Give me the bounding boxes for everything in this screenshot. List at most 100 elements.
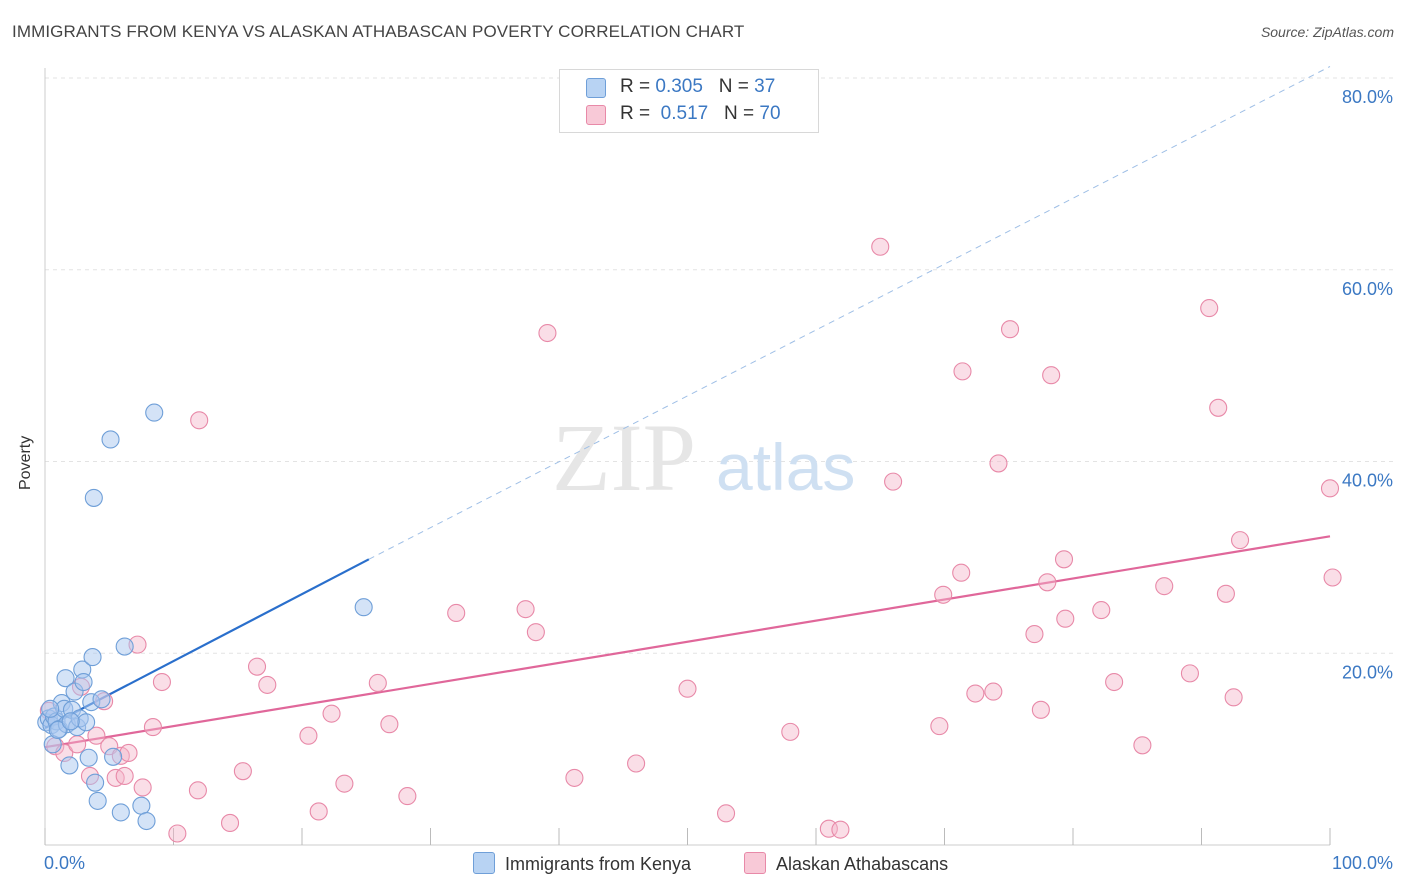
data-point-athabascan: [930, 717, 949, 736]
bottom-legend-swatch-pink: [744, 852, 766, 874]
data-point-athabascan: [190, 411, 209, 430]
data-point-athabascan: [152, 672, 171, 692]
data-point-athabascan: [1200, 299, 1219, 318]
data-point-athabascan: [1025, 625, 1044, 644]
data-point-kenya: [111, 803, 130, 822]
legend-n-value: 37: [754, 76, 776, 97]
data-point-athabascan: [678, 679, 697, 698]
legend-r-label: R =: [620, 103, 656, 124]
legend: R = 0.305 N = 37 R = 0.517 N = 70: [559, 69, 819, 133]
y-tick-label: 40.0%: [1342, 471, 1393, 491]
data-point-athabascan: [368, 673, 387, 693]
y-tick-label: 60.0%: [1342, 279, 1393, 299]
legend-n-label: N =: [718, 76, 755, 97]
data-point-athabascan: [1320, 479, 1340, 498]
bottom-legend-athabascan: Alaskan Athabascans: [744, 852, 948, 876]
data-point-athabascan: [87, 726, 106, 745]
data-point-kenya: [132, 796, 151, 815]
data-point-athabascan: [168, 824, 187, 843]
y-axis-title: Poverty: [17, 435, 34, 490]
data-point-athabascan: [966, 684, 985, 703]
data-point-athabascan: [1231, 531, 1250, 550]
data-point-athabascan: [953, 362, 972, 381]
data-point-athabascan: [299, 726, 318, 745]
data-point-kenya: [61, 712, 80, 731]
data-point-kenya: [101, 430, 120, 449]
gridlines: [45, 77, 1393, 654]
data-point-athabascan: [1042, 366, 1061, 385]
data-point-athabascan: [538, 323, 557, 343]
bottom-legend-kenya: Immigrants from Kenya: [473, 852, 691, 876]
data-points: [37, 237, 1342, 843]
legend-r-label: R =: [620, 76, 656, 97]
data-point-kenya: [48, 720, 67, 740]
y-tick-label: 20.0%: [1342, 662, 1393, 682]
data-point-athabascan: [188, 781, 207, 800]
legend-swatch-pink: [586, 105, 606, 125]
watermark-zip: ZIP: [552, 404, 696, 511]
data-point-athabascan: [871, 237, 890, 256]
data-point-athabascan: [220, 813, 240, 832]
data-point-athabascan: [1133, 736, 1152, 755]
bottom-legend-label: Immigrants from Kenya: [505, 854, 692, 874]
chart-source: Source: ZipAtlas.com: [1260, 24, 1394, 40]
bottom-legend-swatch-blue: [473, 852, 495, 874]
y-tick-label: 80.0%: [1342, 87, 1393, 107]
data-point-athabascan: [322, 704, 341, 723]
x-tick-label: 100.0%: [1332, 853, 1393, 873]
data-point-kenya: [88, 791, 107, 810]
data-point-athabascan: [1323, 568, 1342, 587]
data-point-kenya: [104, 747, 123, 766]
data-point-athabascan: [989, 454, 1008, 473]
data-point-athabascan: [934, 585, 953, 604]
data-point-athabascan: [1216, 584, 1235, 603]
legend-r-value: 0.305: [655, 76, 703, 97]
data-point-athabascan: [1054, 550, 1074, 569]
data-point-athabascan: [1224, 688, 1243, 707]
data-point-athabascan: [1000, 320, 1020, 339]
data-point-athabascan: [380, 715, 399, 734]
legend-swatch-blue: [586, 78, 606, 98]
data-point-athabascan: [247, 657, 267, 676]
chart-title: IMMIGRANTS FROM KENYA VS ALASKAN ATHABAS…: [12, 22, 745, 41]
legend-n-label: N =: [724, 103, 760, 124]
data-point-athabascan: [831, 820, 850, 839]
data-point-athabascan: [565, 768, 584, 787]
data-point-athabascan: [516, 600, 535, 619]
data-point-athabascan: [1180, 664, 1199, 683]
data-point-athabascan: [952, 563, 971, 582]
data-point-kenya: [354, 598, 373, 617]
data-point-athabascan: [984, 682, 1003, 701]
data-point-kenya: [92, 690, 111, 709]
data-point-kenya: [41, 699, 60, 718]
data-point-athabascan: [143, 718, 162, 737]
data-point-athabascan: [526, 623, 545, 642]
data-point-athabascan: [884, 472, 903, 491]
data-point-athabascan: [716, 804, 736, 823]
data-point-athabascan: [115, 766, 134, 786]
data-point-athabascan: [1031, 700, 1050, 719]
x-tick-label: 0.0%: [44, 853, 85, 873]
data-point-athabascan: [233, 762, 252, 781]
watermark: ZIP atlas: [552, 404, 855, 511]
data-point-kenya: [86, 773, 105, 792]
legend-r-value: 0.517: [660, 103, 709, 124]
data-point-kenya: [145, 403, 164, 422]
trend-line-athabascan: [44, 535, 1331, 749]
data-point-athabascan: [1092, 601, 1111, 620]
data-point-athabascan: [1105, 672, 1124, 692]
data-point-athabascan: [1056, 609, 1075, 628]
data-point-kenya: [74, 672, 93, 692]
data-point-kenya: [77, 713, 96, 732]
data-point-athabascan: [627, 754, 646, 773]
data-point-athabascan: [309, 802, 328, 821]
data-point-kenya: [84, 488, 103, 507]
data-point-athabascan: [133, 778, 152, 797]
tick-labels: 20.0% 40.0% 60.0% 80.0% 0.0% 100.0%: [44, 87, 1393, 873]
data-point-kenya: [79, 748, 98, 767]
trend-line-kenya-extension: [368, 66, 1331, 560]
data-point-kenya: [137, 811, 156, 831]
watermark-atlas: atlas: [716, 430, 855, 504]
data-point-athabascan: [106, 768, 125, 787]
